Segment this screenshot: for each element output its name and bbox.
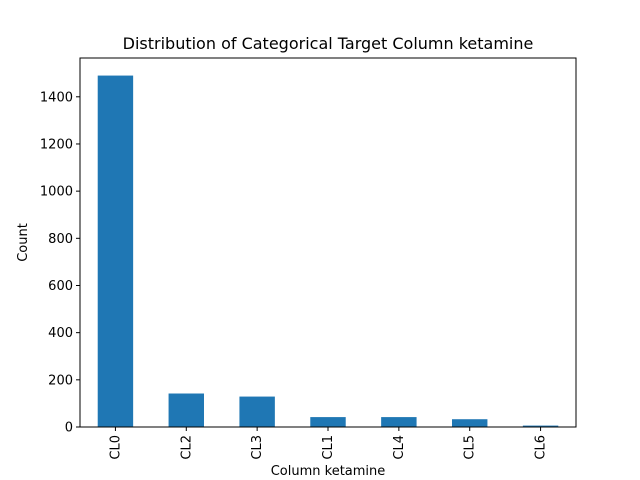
y-tick-label: 600 (48, 279, 73, 294)
x-tick-label: CL1 (321, 435, 336, 460)
y-tick-label: 800 (48, 232, 73, 247)
bar-cl4 (381, 417, 417, 427)
x-axis-title: Column ketamine (271, 464, 386, 479)
x-tick-label: CL2 (179, 435, 194, 460)
y-tick-label: 1000 (40, 185, 73, 200)
bar-cl0 (97, 75, 134, 428)
bar-cl1 (310, 417, 346, 427)
y-tick-label: 1200 (40, 137, 73, 152)
x-tick-label: CL4 (392, 435, 407, 460)
x-tick-label: CL3 (250, 435, 265, 460)
chart-title: Distribution of Categorical Target Colum… (123, 34, 534, 53)
y-tick-label: 400 (48, 326, 73, 341)
plot-frame (79, 57, 577, 428)
x-axis: CL0 CL2 CL3 CL1 CL4 CL5 CL6 (108, 427, 549, 460)
bar-cl2 (168, 393, 204, 427)
bar-cl5 (452, 419, 488, 427)
y-tick-label: 200 (48, 373, 73, 388)
y-tick-label: 1400 (40, 90, 73, 105)
y-axis: 0 200 400 600 800 1000 1200 1400 (40, 90, 80, 436)
bar-cl3 (239, 396, 275, 427)
bar-cl6 (522, 425, 559, 427)
x-tick-label: CL5 (463, 435, 478, 460)
bars-group (97, 75, 559, 428)
y-axis-title: Count (16, 223, 31, 262)
x-tick-label: CL6 (534, 435, 549, 460)
y-tick-label: 0 (65, 421, 73, 436)
x-tick-label: CL0 (108, 435, 123, 460)
